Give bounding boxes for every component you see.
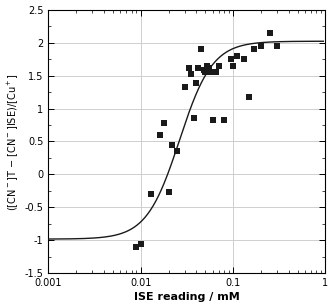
Point: [201, 68, 206, 73]
Point: [198, 47, 204, 52]
Point: [170, 142, 175, 147]
Point: [162, 120, 167, 125]
Point: [157, 132, 162, 137]
Point: [228, 57, 234, 62]
Point: [138, 241, 143, 246]
Point: [175, 149, 180, 154]
Point: [134, 245, 139, 249]
Point: [210, 118, 215, 123]
Point: [188, 72, 194, 77]
Point: [246, 94, 252, 99]
Point: [234, 53, 239, 58]
Point: [186, 65, 191, 70]
Point: [216, 63, 221, 68]
Point: [166, 190, 171, 195]
Point: [221, 118, 227, 123]
Point: [192, 116, 197, 121]
Point: [194, 81, 199, 86]
Point: [252, 47, 257, 52]
Point: [182, 85, 187, 90]
Point: [267, 30, 273, 35]
X-axis label: ISE reading / mM: ISE reading / mM: [134, 292, 240, 302]
Point: [213, 69, 218, 74]
Point: [241, 57, 246, 62]
Point: [230, 63, 236, 68]
Point: [149, 192, 154, 197]
Y-axis label: ([CN$^-$]T $-$ [CN$^-$]ISE)/[Cu$^+$]: ([CN$^-$]T $-$ [CN$^-$]ISE)/[Cu$^+$]: [6, 72, 20, 210]
Point: [275, 43, 280, 48]
Point: [203, 70, 208, 75]
Point: [204, 63, 209, 68]
Point: [196, 65, 201, 70]
Point: [206, 65, 212, 70]
Point: [208, 70, 214, 75]
Point: [258, 43, 264, 48]
